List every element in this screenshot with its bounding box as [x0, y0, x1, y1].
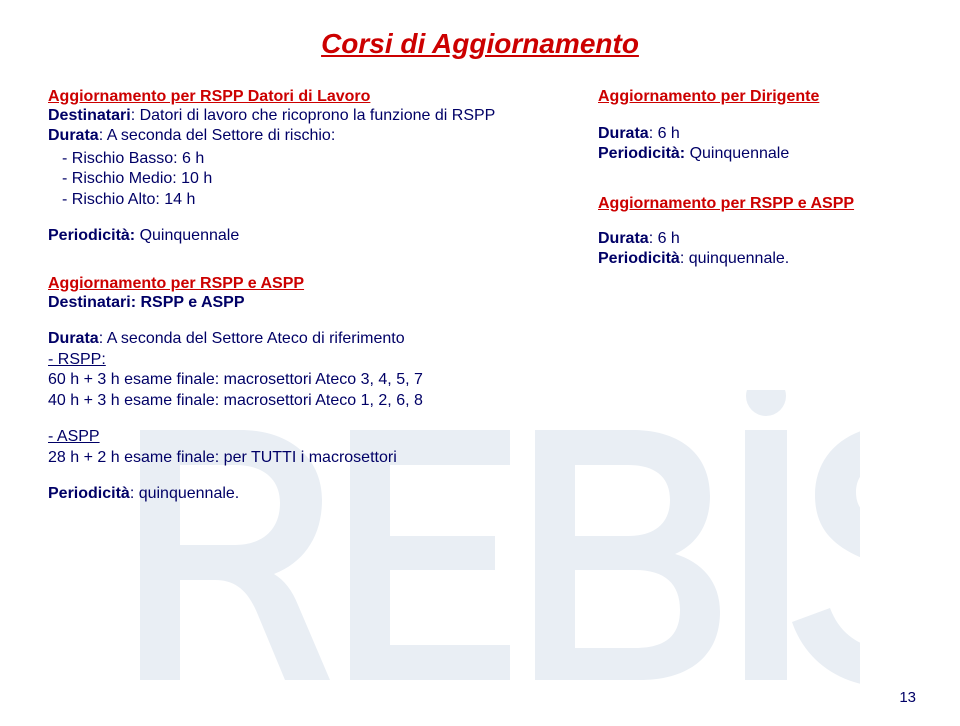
destinatari-line: Destinatari: Datori di lavoro che ricopr…: [48, 106, 578, 126]
page-title: Corsi di Aggiornamento: [48, 28, 912, 60]
page-number: 13: [899, 689, 916, 706]
label: Durata: [48, 127, 99, 144]
aspp-sublabel: - ASPP: [48, 427, 578, 447]
label: Destinatari: [48, 107, 131, 124]
section-heading: Aggiornamento per Dirigente: [598, 88, 912, 106]
label: Periodicità:: [598, 145, 685, 162]
durata-line: Durata: 6 h: [598, 229, 912, 249]
value: : A seconda del Settore Ateco di riferim…: [99, 330, 405, 347]
section-dirigente: Aggiornamento per Dirigente Durata: 6 h …: [598, 88, 912, 165]
periodicita-line: Periodicità: quinquennale.: [598, 249, 912, 269]
value: RSPP e ASPP: [140, 294, 244, 311]
section-heading: Aggiornamento per RSPP e ASPP: [48, 275, 578, 293]
label: Periodicità: [598, 250, 680, 267]
durata-line: Durata: A seconda del Settore Ateco di r…: [48, 329, 578, 349]
label: Destinatari:: [48, 294, 140, 311]
value: : A seconda del Settore di rischio:: [99, 127, 336, 144]
list-item: Rischio Medio: 10 h: [48, 169, 578, 189]
label: Periodicità: [48, 485, 130, 502]
section-rspp-datori: Aggiornamento per RSPP Datori di Lavoro …: [48, 88, 578, 247]
aspp-line: 28 h + 2 h esame finale: per TUTTI i mac…: [48, 448, 578, 468]
value: Quinquennale: [685, 145, 789, 162]
periodicita-line: Periodicità: Quinquennale: [598, 144, 912, 164]
rspp-line-1: 60 h + 3 h esame finale: macrosettori At…: [48, 370, 578, 390]
section-rspp-aspp-right: Aggiornamento per RSPP e ASPP Durata: 6 …: [598, 195, 912, 270]
destinatari-line: Destinatari: RSPP e ASPP: [48, 293, 578, 313]
list-item: Rischio Alto: 14 h: [48, 190, 578, 210]
value: : 6 h: [649, 230, 680, 247]
durata-line: Durata: A seconda del Settore di rischio…: [48, 126, 578, 146]
label: Durata: [48, 330, 99, 347]
durata-line: Durata: 6 h: [598, 124, 912, 144]
section-heading: Aggiornamento per RSPP e ASPP: [598, 195, 912, 213]
rspp-sublabel: - RSPP:: [48, 350, 578, 370]
rspp-line-2: 40 h + 3 h esame finale: macrosettori At…: [48, 391, 578, 411]
left-column: Aggiornamento per RSPP Datori di Lavoro …: [48, 88, 578, 523]
label: Durata: [598, 125, 649, 142]
rischio-list: Rischio Basso: 6 h Rischio Medio: 10 h R…: [48, 149, 578, 210]
two-column-layout: Aggiornamento per RSPP Datori di Lavoro …: [48, 88, 912, 523]
slide-content: Corsi di Aggiornamento Aggiornamento per…: [0, 0, 960, 523]
value: : Datori di lavoro che ricoprono la funz…: [131, 107, 496, 124]
value: : quinquennale.: [130, 485, 239, 502]
periodicita-line: Periodicità: quinquennale.: [48, 484, 578, 504]
label: Periodicità:: [48, 227, 135, 244]
value: : quinquennale.: [680, 250, 789, 267]
label: Durata: [598, 230, 649, 247]
section-heading: Aggiornamento per RSPP Datori di Lavoro: [48, 88, 578, 106]
section-rspp-aspp: Aggiornamento per RSPP e ASPP Destinatar…: [48, 275, 578, 505]
list-item: Rischio Basso: 6 h: [48, 149, 578, 169]
periodicita-line: Periodicità: Quinquennale: [48, 226, 578, 246]
value: Quinquennale: [135, 227, 239, 244]
right-column: Aggiornamento per Dirigente Durata: 6 h …: [598, 88, 912, 523]
value: : 6 h: [649, 125, 680, 142]
